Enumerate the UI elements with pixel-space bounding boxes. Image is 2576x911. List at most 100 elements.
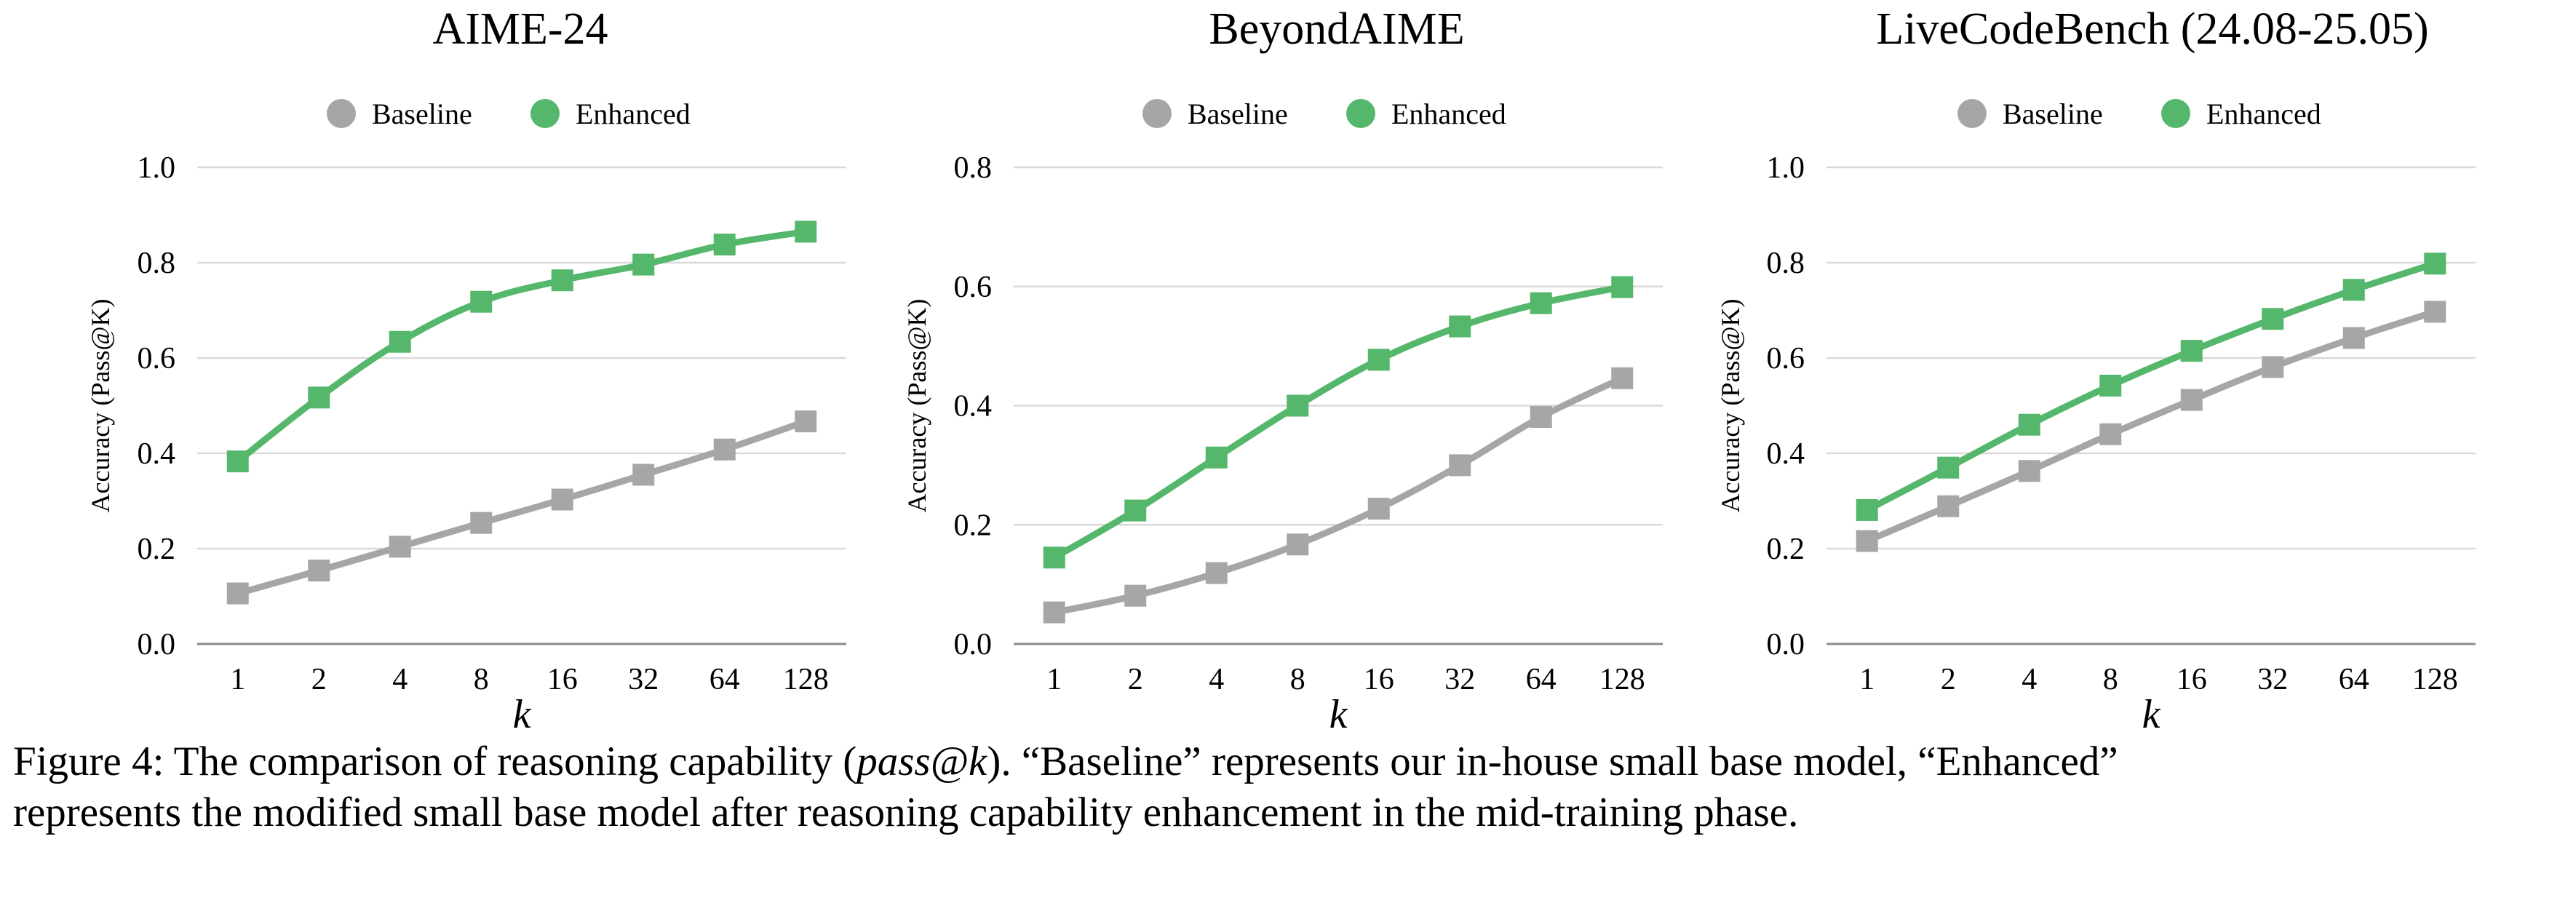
- data-point-baseline: [1367, 498, 1390, 520]
- x-tick-label: 64: [2339, 663, 2369, 696]
- legend-label-enhanced: Enhanced: [576, 98, 691, 130]
- y-tick-label: 0.2: [138, 533, 176, 566]
- y-axis-label: Accuracy (Pass@K): [1716, 298, 1745, 512]
- data-point-baseline: [1856, 530, 1878, 552]
- data-point-enhanced: [1611, 276, 1634, 298]
- y-tick-label: 0.0: [138, 628, 176, 661]
- legend-label-baseline: Baseline: [372, 98, 472, 130]
- data-point-baseline: [713, 438, 736, 461]
- data-point-enhanced: [308, 386, 330, 409]
- x-tick-label: 4: [1209, 663, 1224, 696]
- data-point-baseline: [2342, 327, 2365, 349]
- legend-label-baseline: Baseline: [2003, 98, 2103, 130]
- data-point-baseline: [1043, 601, 1065, 624]
- data-point-enhanced: [1205, 446, 1228, 469]
- y-tick-label: 0.6: [1767, 342, 1805, 375]
- y-tick-label: 0.2: [1767, 533, 1805, 566]
- x-tick-label: 16: [547, 663, 578, 696]
- data-point-baseline: [795, 410, 817, 433]
- data-point-baseline: [308, 560, 330, 582]
- data-point-enhanced: [1530, 292, 1552, 314]
- x-tick-label: 2: [1128, 663, 1143, 696]
- chart-2: BeyondAIME Baseline Enhanced 0.0 0.2 0.4 0.6 0.…: [902, 4, 1663, 737]
- caption-text-2: ). “Baseline” represents our in-house sm…: [987, 739, 2118, 784]
- x-tick-label: 1: [230, 663, 245, 696]
- x-tick-label: 2: [1941, 663, 1956, 696]
- x-tick-label: 8: [2103, 663, 2118, 696]
- data-point-baseline: [1449, 454, 1471, 477]
- data-point-enhanced: [2424, 252, 2446, 275]
- x-tick-label: 8: [474, 663, 489, 696]
- data-point-baseline: [2262, 356, 2284, 378]
- data-point-baseline: [2018, 460, 2040, 482]
- caption-text-1: The comparison of reasoning capability (: [173, 739, 857, 784]
- legend-marker-enhanced: [1346, 99, 1375, 128]
- y-tick-label: 0.0: [954, 628, 993, 661]
- data-point-baseline: [470, 512, 493, 534]
- data-point-enhanced: [1449, 315, 1471, 338]
- y-tick-label: 0.4: [954, 390, 993, 423]
- data-point-baseline: [2099, 423, 2122, 445]
- data-point-baseline: [1287, 533, 1309, 556]
- chart-1: AIME-24 Baseline Enhanced 0.0 0.2 0.4 0.6 0.8 1.…: [86, 4, 846, 737]
- data-point-enhanced: [713, 234, 736, 256]
- series-line-enhanced: [235, 228, 806, 464]
- y-axis-label: Accuracy (Pass@K): [902, 298, 931, 512]
- data-point-enhanced: [2262, 308, 2284, 330]
- x-tick-label: 128: [1599, 663, 1645, 696]
- legend-label-enhanced: Enhanced: [2206, 98, 2321, 130]
- y-tick-label: 0.6: [138, 342, 176, 375]
- chart-title: AIME-24: [432, 4, 608, 54]
- data-point-enhanced: [226, 450, 249, 473]
- data-point-baseline: [226, 582, 249, 605]
- x-tick-label: 16: [1364, 663, 1394, 696]
- data-point-enhanced: [2018, 413, 2040, 436]
- x-tick-label: 4: [2022, 663, 2037, 696]
- chart-title: LiveCodeBench (24.08-25.05): [1876, 4, 2428, 54]
- legend-marker-baseline: [1957, 99, 1987, 128]
- x-axis-label: k: [1329, 692, 1348, 737]
- legend-marker-enhanced: [530, 99, 560, 128]
- x-tick-label: 32: [2257, 663, 2288, 696]
- data-point-enhanced: [2099, 374, 2122, 397]
- x-tick-label: 8: [1290, 663, 1305, 696]
- legend-marker-enhanced: [2161, 99, 2190, 128]
- caption-label: Figure 4:: [13, 739, 164, 784]
- legend-label-enhanced: Enhanced: [1391, 98, 1506, 130]
- data-point-baseline: [632, 464, 655, 486]
- y-tick-label: 0.8: [138, 247, 176, 280]
- x-tick-label: 32: [1444, 663, 1475, 696]
- data-point-baseline: [2180, 389, 2203, 411]
- x-tick-label: 1: [1859, 663, 1875, 696]
- x-tick-label: 16: [2177, 663, 2207, 696]
- data-point-enhanced: [389, 330, 411, 353]
- data-point-baseline: [1611, 367, 1634, 389]
- data-point-enhanced: [1367, 349, 1390, 371]
- data-point-baseline: [389, 536, 411, 558]
- data-point-enhanced: [1856, 498, 1878, 521]
- data-point-enhanced: [1287, 394, 1309, 417]
- data-point-baseline: [1530, 406, 1552, 429]
- y-tick-label: 0.2: [954, 509, 993, 542]
- data-point-baseline: [2424, 301, 2446, 323]
- data-point-baseline: [551, 488, 573, 511]
- data-point-enhanced: [1937, 456, 1960, 479]
- chart-3: LiveCodeBench (24.08-25.05) Baseline Enhan…: [1716, 4, 2476, 737]
- data-point-enhanced: [551, 269, 573, 292]
- data-point-baseline: [1124, 584, 1147, 607]
- legend-marker-baseline: [1142, 99, 1172, 128]
- data-point-enhanced: [2342, 279, 2365, 301]
- y-tick-label: 1.0: [138, 151, 176, 185]
- y-tick-label: 0.0: [1767, 628, 1805, 661]
- caption-math: pass@k: [856, 739, 987, 784]
- x-tick-label: 4: [392, 663, 408, 696]
- x-tick-label: 128: [783, 663, 829, 696]
- chart-title: BeyondAIME: [1209, 4, 1464, 54]
- y-tick-label: 0.8: [1767, 247, 1805, 280]
- caption-line-2: represents the modified small base model…: [13, 789, 1799, 835]
- y-tick-label: 0.8: [954, 151, 993, 185]
- y-tick-label: 1.0: [1767, 151, 1805, 185]
- x-tick-label: 64: [1526, 663, 1557, 696]
- figure-caption: Figure 4: The comparison of reasoning ca…: [13, 736, 2567, 838]
